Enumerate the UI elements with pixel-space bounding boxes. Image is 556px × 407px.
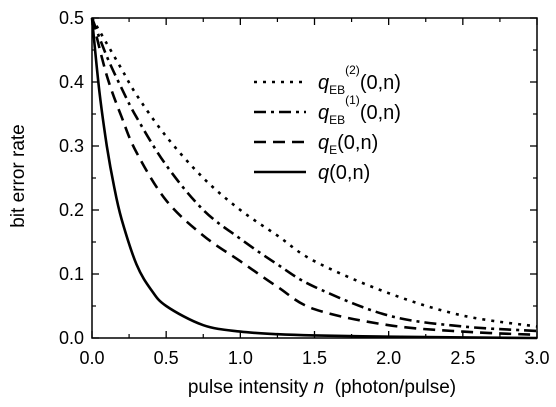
x-tick-label: 3.0 [524,348,549,368]
y-tick-label: 0.0 [59,328,84,348]
legend-superscript: (1) [345,93,360,107]
y-axis-label: bit error rate [8,124,29,227]
x-tick-label: 1.0 [228,348,253,368]
legend-argument: (0,n) [360,102,401,124]
y-tick-label: 0.2 [59,200,84,220]
y-tick-label: 0.5 [59,8,84,28]
series-layer [90,17,538,340]
x-tick-label: 0.5 [154,348,179,368]
legend-label-series-qe: qE(0,n) [318,132,378,157]
x-tick-label: 2.5 [450,348,475,368]
legend-label-series-qeb1: qEB(1)(0,n) [318,93,401,127]
legend-subscript: EB [329,83,345,97]
series-q-line [90,17,538,340]
legend-symbol: q [318,132,329,154]
legend-label-series-q: q(0,n) [318,162,370,184]
legend-symbol: q [318,72,329,94]
plot-frame [91,17,538,339]
legend-subscript: E [329,143,337,157]
legend-argument: (0,n) [329,162,370,184]
x-axis-label-var: n [314,377,325,398]
y-tick-label: 0.3 [59,136,84,156]
legend-argument: (0,n) [337,132,378,154]
x-axis-label-unit: (photon/pulse) [324,377,456,398]
legend: qEB(2)(0,n)qEB(1)(0,n)qE(0,n)q(0,n) [254,63,401,184]
series-qe-line [90,17,538,337]
legend-subscript: EB [329,113,345,127]
y-tick-label: 0.1 [59,264,84,284]
legend-symbol: q [318,162,329,184]
x-axis-label-text: pulse intensity [188,377,314,398]
x-tick-label: 2.0 [376,348,401,368]
legend-argument: (0,n) [360,72,401,94]
y-tick-label: 0.4 [59,72,84,92]
legend-superscript: (2) [345,63,360,77]
x-tick-label: 1.5 [302,348,327,368]
legend-symbol: q [318,102,329,124]
ticks-layer: 0.0 0.5 1.0 1.5 2.0 2.5 3.0 0.0 0.1 0.2 0.3 0.4 0.5 [59,8,550,368]
series-qeb1-line [90,17,538,333]
series-qeb2-line [90,17,538,328]
legend-label-series-qeb2: qEB(2)(0,n) [318,63,401,97]
x-axis-label: pulse intensity n (photon/pulse) [188,377,456,398]
x-tick-label: 0.0 [79,348,104,368]
